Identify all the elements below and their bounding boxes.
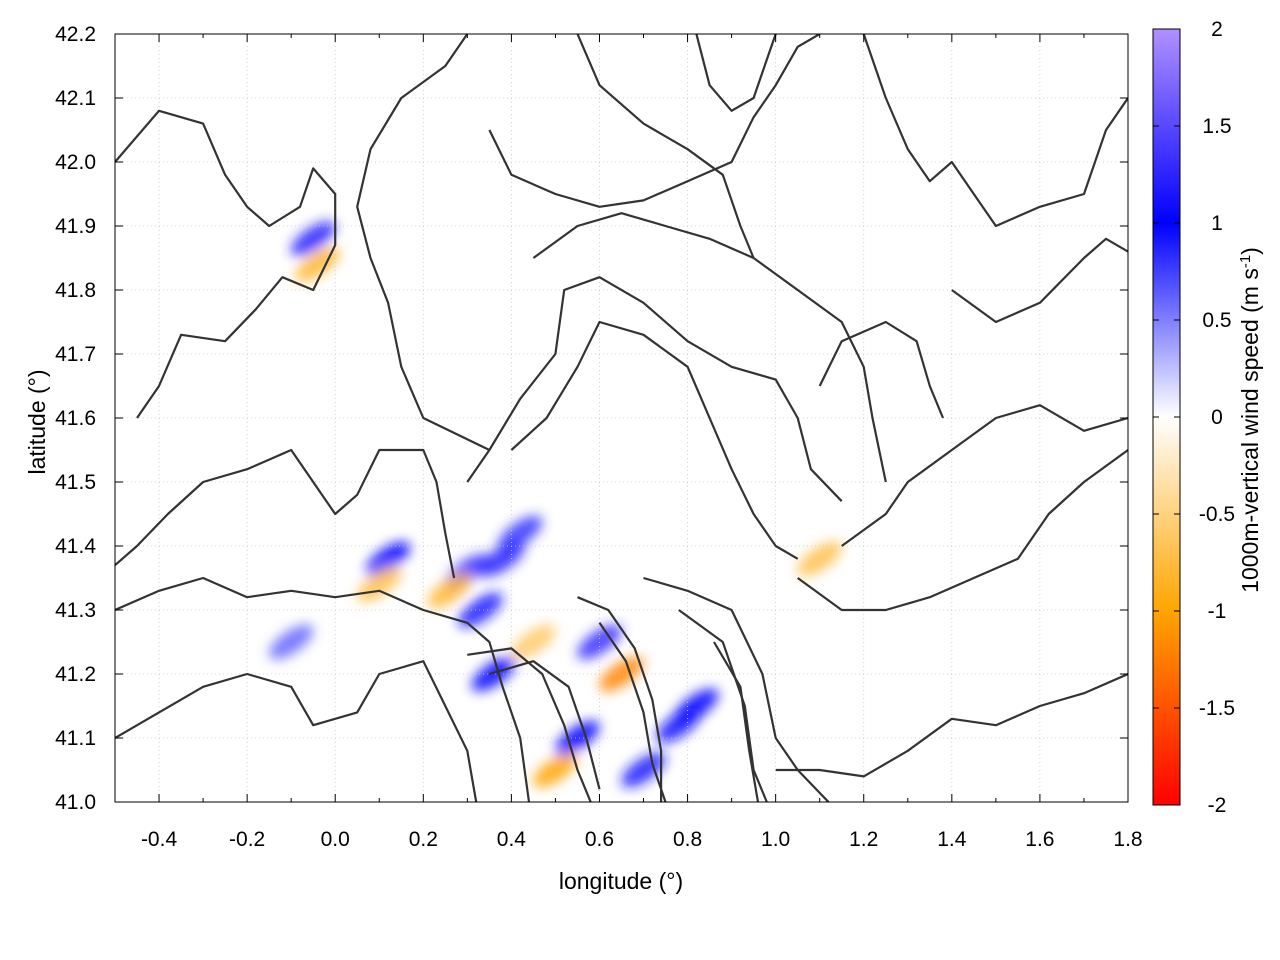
field-feature-15 [268, 624, 314, 660]
gridlines [115, 33, 1129, 803]
wind-field [268, 221, 842, 788]
field-feature-13 [365, 541, 411, 577]
field-feature-2 [480, 541, 525, 577]
x-axis-ticks: -0.4 -0.2 0.0 0.2 0.4 0.6 0.8 1.0 1.2 1.4 1.6 1.8 [141, 34, 1143, 851]
x-tick-label-2: 0.0 [321, 828, 350, 851]
y-tick-label-10: 42.0 [55, 151, 96, 174]
contour-line-16 [356, 34, 490, 451]
field-feature-6 [599, 656, 644, 692]
colorbar-tick-label-8: -2 [1208, 794, 1227, 817]
y-tick-label-12: 42.2 [55, 23, 96, 46]
contour-line-15 [510, 320, 799, 560]
y-tick-label-3: 41.3 [55, 599, 96, 622]
contour-line-6 [598, 622, 667, 802]
colorbar: 2 1.5 1 0.5 0 -0.5 -1 -1.5 -2 1000m-vertical win… [1152, 18, 1263, 817]
field-feature-10 [656, 707, 701, 743]
x-tick-label-10: 1.6 [1025, 828, 1054, 851]
field-feature-16 [797, 541, 842, 577]
x-tick-label-3: 0.2 [409, 828, 438, 851]
colorbar-tick-label-2: 1 [1211, 212, 1223, 235]
colorbar-ticks: 2 1.5 1 0.5 0 -0.5 -1 -1.5 -2 [1153, 18, 1235, 817]
field-feature-7 [533, 752, 578, 788]
contour-line-1 [115, 576, 531, 802]
x-tick-label-1: -0.2 [229, 828, 265, 851]
contour-line-10 [775, 672, 1128, 778]
x-tick-label-9: 1.4 [937, 828, 967, 851]
colorbar-tick-label-3: 0.5 [1202, 309, 1231, 332]
field-feature-17 [427, 573, 472, 609]
x-axis-label: longitude (°) [559, 868, 683, 894]
contour-line-23 [818, 320, 945, 419]
contour-line-9 [713, 641, 760, 802]
y-tick-label-4: 41.4 [55, 535, 96, 558]
x-tick-label-0: -0.4 [141, 828, 178, 851]
contour-line-20 [695, 34, 777, 112]
colorbar-tick-label-7: -1.5 [1199, 697, 1235, 720]
colorbar-label: 1000m-vertical wind speed (m s-1) [1237, 247, 1263, 593]
y-axis-ticks: 41.0 41.1 41.2 41.3 41.4 41.5 41.6 41.7 41.8 41.9… [55, 23, 1128, 814]
x-tick-label-11: 1.8 [1113, 828, 1142, 851]
field-feature-3 [497, 515, 543, 551]
y-tick-label-6: 41.6 [55, 407, 96, 430]
contour-line-11 [797, 449, 1128, 612]
y-tick-label-7: 41.7 [55, 343, 96, 366]
colorbar-label-sup: -1 [1237, 255, 1254, 268]
y-tick-label-8: 41.8 [55, 279, 96, 302]
contour-line-21 [862, 34, 1128, 228]
terrain-contours [115, 34, 1128, 802]
colorbar-tick-label-4: 0 [1211, 406, 1223, 429]
contour-line-12 [841, 404, 1128, 547]
field-feature-11 [290, 221, 336, 257]
field-feature-0 [458, 592, 503, 628]
contour-line-8 [678, 609, 768, 802]
field-feature-8 [555, 720, 600, 756]
y-tick-label-5: 41.5 [55, 471, 96, 494]
contour-line-18 [488, 34, 821, 208]
plot-area: -0.4 -0.2 0.0 0.2 0.4 0.6 0.8 1.0 1.2 1.4 1.6 1.8 4… [55, 23, 1142, 851]
y-tick-label-0: 41.0 [55, 791, 96, 814]
y-tick-label-1: 41.1 [55, 727, 96, 750]
x-tick-label-4: 0.4 [497, 828, 527, 851]
contour-line-14 [466, 276, 843, 502]
contour-line-2 [115, 660, 478, 802]
y-tick-label-9: 41.9 [55, 215, 96, 238]
colorbar-label-main: 1000m-vertical wind speed (m s [1237, 268, 1263, 593]
colorbar-tick-label-6: -1 [1208, 600, 1227, 623]
y-tick-label-11: 42.1 [55, 87, 96, 110]
colorbar-label-end: ) [1237, 247, 1263, 255]
contour-line-5 [577, 596, 663, 802]
field-blobs [268, 221, 842, 788]
x-tick-label-8: 1.2 [849, 828, 878, 851]
contour-line-4 [489, 660, 601, 790]
contour-line-13 [115, 448, 456, 579]
contour-line-19 [576, 34, 755, 259]
x-tick-label-7: 1.0 [761, 828, 790, 851]
field-feature-12 [295, 246, 340, 282]
contour-line-22 [951, 237, 1128, 324]
y-axis-label: latitude (°) [24, 369, 50, 474]
contour-line-3 [467, 647, 592, 802]
colorbar-tick-label-1: 1.5 [1202, 115, 1231, 138]
x-tick-label-5: 0.6 [585, 828, 614, 851]
y-tick-label-2: 41.2 [55, 663, 96, 686]
x-tick-label-6: 0.8 [673, 828, 702, 851]
colorbar-tick-label-5: -0.5 [1199, 503, 1235, 526]
colorbar-tick-label-0: 2 [1211, 18, 1223, 41]
field-feature-19 [511, 624, 556, 660]
contour-line-0 [115, 109, 337, 419]
field-feature-4 [471, 656, 516, 692]
field-feature-18 [621, 752, 666, 788]
